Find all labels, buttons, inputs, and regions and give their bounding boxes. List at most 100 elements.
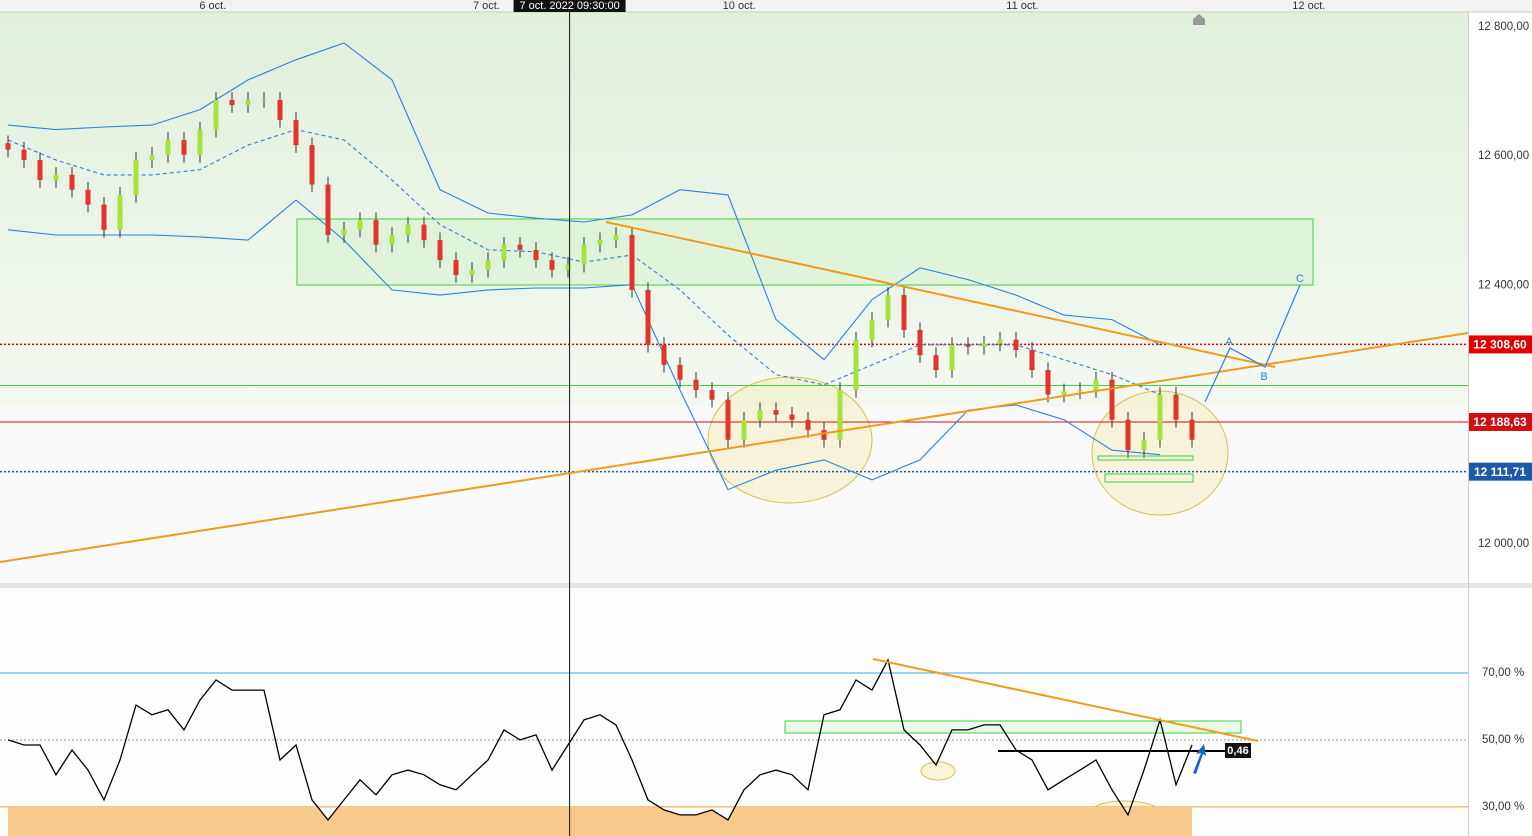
candle-body bbox=[325, 184, 331, 235]
candle-body bbox=[101, 204, 107, 230]
rsi-trendline bbox=[872, 658, 1259, 742]
candle-body bbox=[1013, 339, 1019, 350]
candle-body bbox=[1173, 394, 1179, 420]
candle-body bbox=[21, 149, 27, 160]
candle-body bbox=[421, 224, 427, 241]
projection bbox=[1204, 284, 1301, 403]
candle-body bbox=[405, 224, 411, 235]
wave-label: C bbox=[1296, 273, 1304, 285]
date-bar bbox=[0, 0, 1532, 12]
candle-body bbox=[1061, 391, 1067, 395]
candle-body bbox=[613, 234, 619, 241]
ellipse bbox=[707, 376, 873, 504]
trendline bbox=[0, 332, 1469, 563]
candle-body bbox=[981, 343, 987, 347]
candle-body bbox=[501, 244, 507, 261]
candle-body bbox=[709, 390, 715, 400]
candle-body bbox=[133, 159, 139, 195]
candle-body bbox=[949, 344, 955, 371]
candle-body bbox=[213, 99, 219, 130]
candle-body bbox=[565, 264, 571, 270]
lower-background bbox=[0, 406, 1468, 583]
rsi-background bbox=[0, 588, 1468, 836]
candle-body bbox=[1141, 439, 1147, 451]
candle-body bbox=[469, 269, 475, 276]
annotation: 0,46 bbox=[1227, 745, 1248, 757]
candle-body bbox=[853, 339, 859, 391]
y-tick-label: 30,00 % bbox=[1482, 801, 1524, 813]
candle-body bbox=[85, 189, 91, 205]
level-box bbox=[1469, 462, 1532, 481]
annotation-box bbox=[1225, 743, 1251, 758]
arrow bbox=[1193, 744, 1206, 774]
rsi-zone-box bbox=[784, 720, 1242, 734]
candle-body bbox=[1029, 349, 1035, 371]
candle-body bbox=[69, 174, 75, 190]
candle-body bbox=[693, 379, 699, 391]
candle-body bbox=[309, 145, 315, 185]
candle-body bbox=[293, 119, 299, 146]
wave-label: B bbox=[1260, 371, 1267, 383]
candle-body bbox=[1093, 379, 1099, 391]
oversold-fill bbox=[8, 806, 1192, 836]
drawings bbox=[0, 221, 1469, 774]
candle-body bbox=[1045, 370, 1051, 395]
date-label: 10 oct. bbox=[723, 0, 756, 12]
candle-body bbox=[757, 410, 763, 420]
candle-body bbox=[357, 220, 363, 230]
level-label: 12 308,60 bbox=[1473, 338, 1527, 352]
candle-body bbox=[117, 194, 123, 230]
candle-body bbox=[1125, 419, 1131, 451]
candle-body bbox=[917, 329, 923, 356]
candle-body bbox=[661, 344, 667, 365]
small-box bbox=[1104, 473, 1194, 483]
date-label: 6 oct. bbox=[199, 0, 226, 12]
ellipse bbox=[920, 761, 956, 781]
candle-body bbox=[373, 220, 379, 245]
y-tick-label: 12 400,00 bbox=[1478, 279, 1529, 291]
zone-box bbox=[296, 218, 1314, 286]
bollinger-upper bbox=[7, 42, 1161, 361]
candle-body bbox=[533, 249, 539, 261]
candle-body bbox=[1077, 390, 1083, 392]
candle-body bbox=[181, 139, 187, 155]
y-tick-label: 12 800,00 bbox=[1478, 21, 1529, 33]
candle-body bbox=[37, 159, 43, 181]
home-icon[interactable] bbox=[1193, 14, 1205, 25]
wave-label: A bbox=[1225, 336, 1233, 348]
crosshair-box bbox=[513, 0, 626, 12]
candle-body bbox=[773, 410, 779, 415]
panel-separator bbox=[0, 583, 1532, 588]
candle-body bbox=[197, 129, 203, 155]
rsi-line bbox=[7, 658, 1193, 821]
candle-body bbox=[581, 244, 587, 265]
candle-body bbox=[789, 414, 795, 420]
candle-body bbox=[485, 260, 491, 270]
candle-body bbox=[629, 234, 635, 290]
candle-body bbox=[869, 319, 875, 340]
candle-body bbox=[389, 234, 395, 245]
candle-body bbox=[805, 419, 811, 431]
candle-body bbox=[261, 99, 267, 101]
candle-body bbox=[245, 99, 251, 106]
candle-body bbox=[1189, 419, 1195, 440]
level-label: 12 188,63 bbox=[1473, 415, 1527, 429]
level-box bbox=[1469, 412, 1532, 431]
candle-body bbox=[741, 419, 747, 440]
candle-body bbox=[997, 339, 1003, 344]
candle-body bbox=[933, 355, 939, 371]
level-label: 12 111,71 bbox=[1474, 465, 1526, 479]
candle-body bbox=[517, 244, 523, 250]
date-label: 12 oct. bbox=[1292, 0, 1325, 12]
candle-body bbox=[597, 240, 603, 245]
candle-body bbox=[965, 344, 971, 347]
candle-body bbox=[885, 295, 891, 320]
y-tick-label: 70,00 % bbox=[1482, 667, 1524, 679]
candle-body bbox=[725, 399, 731, 440]
candle-body bbox=[549, 260, 555, 270]
candle-body bbox=[165, 139, 171, 155]
candle-body bbox=[1157, 394, 1163, 440]
